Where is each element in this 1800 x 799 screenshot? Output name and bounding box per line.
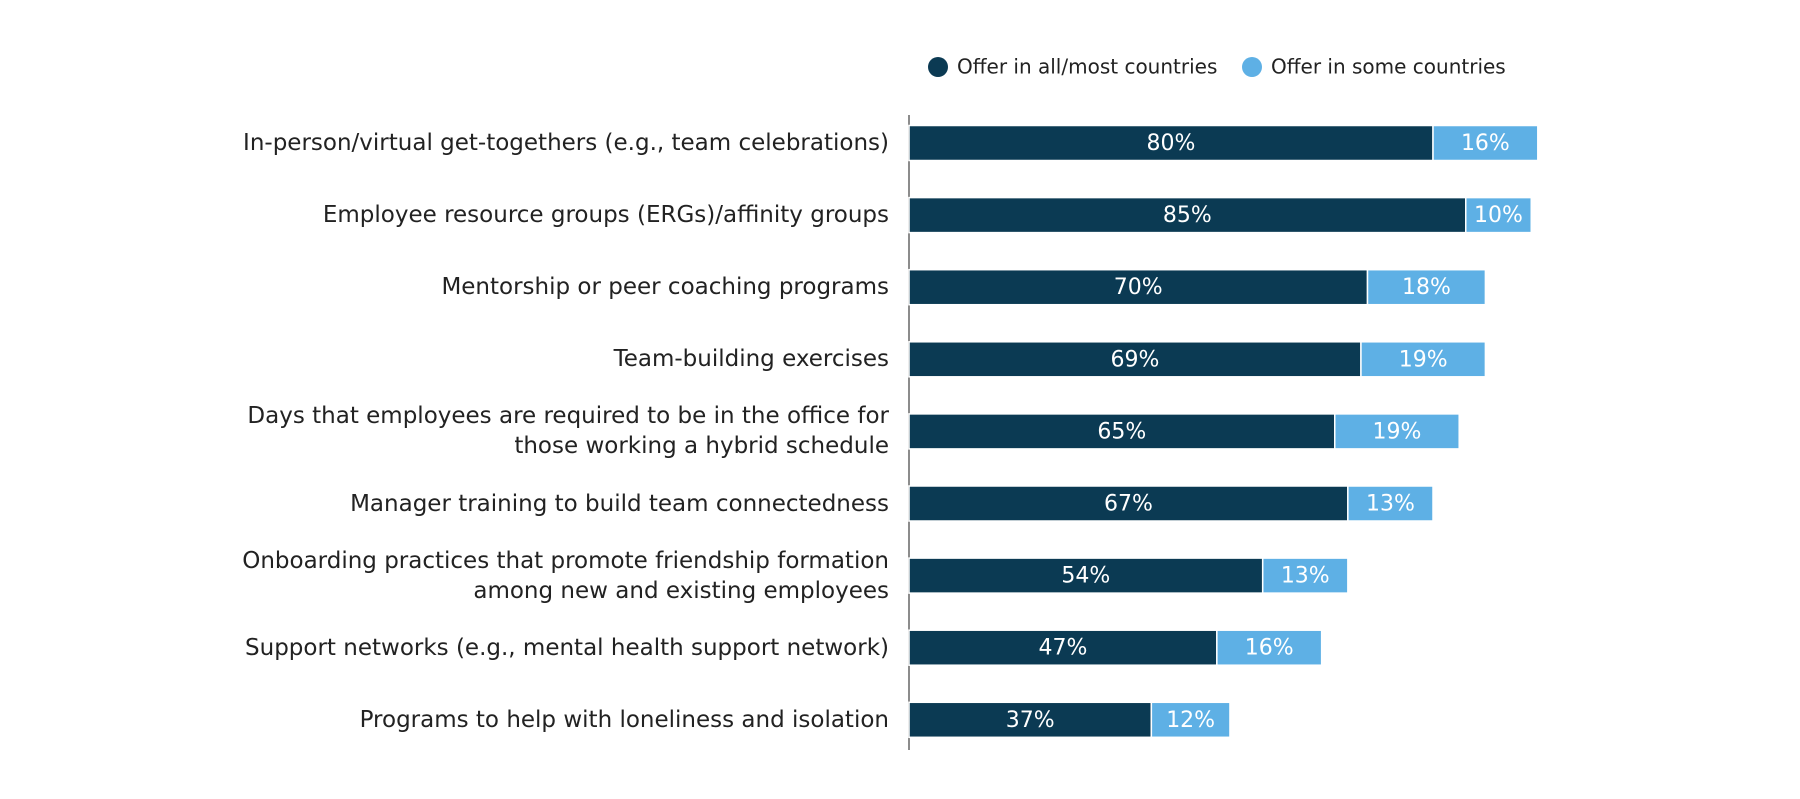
bar-segment	[1360, 341, 1487, 378]
category-label: Team-building exercises	[613, 346, 889, 373]
value-label: 16%	[1245, 636, 1294, 661]
value-label: 47%	[1038, 636, 1087, 661]
bar-segment	[1150, 701, 1231, 739]
bar-segment	[1334, 413, 1460, 450]
category-label: Mentorship or peer coaching programs	[441, 274, 889, 301]
value-label: 80%	[1147, 131, 1196, 156]
bar-segment	[908, 196, 1467, 234]
category-label: Days that employees are required to be i…	[247, 403, 889, 460]
category-label: Manager training to build team connected…	[350, 490, 889, 517]
bar-segment	[908, 413, 1336, 450]
value-label: 54%	[1061, 564, 1110, 589]
value-label: 67%	[1104, 492, 1153, 517]
category-label: Support networks (e.g., mental health su…	[245, 634, 889, 661]
value-label: 69%	[1111, 347, 1160, 372]
value-label: 12%	[1166, 708, 1215, 733]
value-label: 19%	[1373, 419, 1422, 444]
value-label: 70%	[1114, 275, 1163, 300]
bar-segment	[1347, 485, 1434, 522]
value-label: 19%	[1399, 347, 1448, 372]
bar-segment	[908, 557, 1264, 594]
category-label: Onboarding practices that promote friend…	[242, 547, 889, 604]
bar-segment	[908, 485, 1349, 522]
bar-segment	[1216, 629, 1323, 666]
value-label: 13%	[1281, 564, 1330, 589]
category-label: Programs to help with loneliness and iso…	[359, 706, 889, 733]
bar-segment	[1366, 268, 1487, 306]
bar-segment	[1432, 124, 1539, 162]
bar-segment	[1465, 196, 1532, 234]
category-label: Employee resource groups (ERGs)/affinity…	[322, 202, 889, 229]
value-label: 10%	[1474, 203, 1523, 228]
bar-segment	[1261, 557, 1349, 594]
value-label: 37%	[1006, 708, 1055, 733]
legend-label: Offer in some countries	[1271, 55, 1506, 79]
legend-swatch	[1242, 57, 1262, 77]
bar-segment	[908, 701, 1153, 739]
bar-segment	[908, 629, 1218, 666]
legend-swatch	[928, 57, 948, 77]
value-label: 85%	[1163, 203, 1212, 228]
value-label: 18%	[1402, 275, 1451, 300]
legend-label: Offer in all/most countries	[957, 55, 1217, 79]
value-label: 13%	[1366, 492, 1415, 517]
value-label: 16%	[1461, 131, 1510, 156]
value-label: 65%	[1097, 419, 1146, 444]
category-label: In-person/virtual get-togethers (e.g., t…	[243, 130, 889, 156]
